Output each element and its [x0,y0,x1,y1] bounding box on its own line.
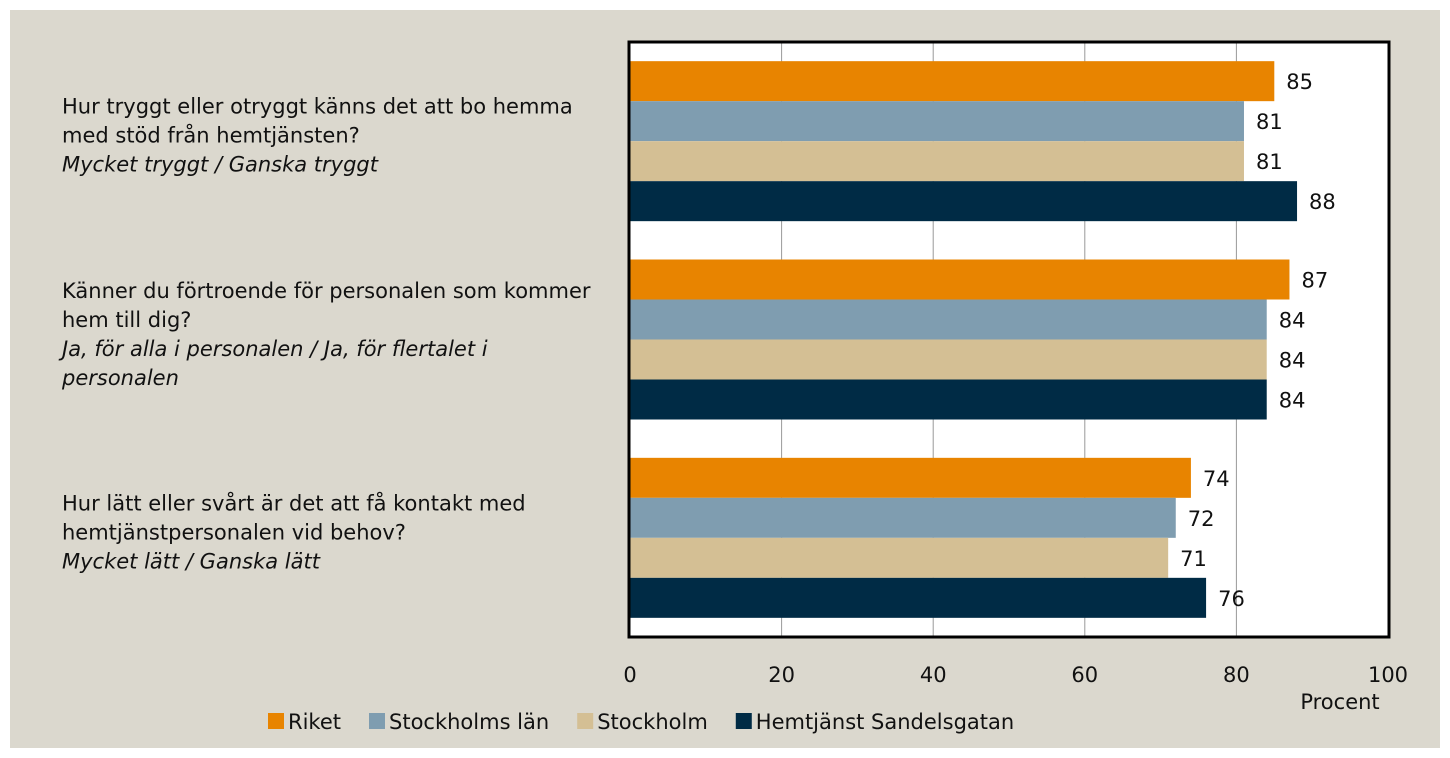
value-label: 81 [1256,150,1283,174]
value-label: 84 [1279,389,1306,413]
bar [630,497,1176,538]
x-tick-label: 80 [1223,663,1250,687]
bar [630,181,1298,222]
legend-swatch [735,713,752,729]
value-label: 76 [1218,587,1245,611]
legend-swatch [369,713,385,729]
legend-swatch [268,713,284,729]
value-label: 85 [1286,70,1313,94]
value-label: 71 [1180,547,1207,571]
legend-swatch [577,713,594,729]
bar [630,101,1244,142]
value-label: 74 [1203,467,1230,491]
x-axis-label: Procent [1300,690,1379,714]
legend-label: Stockholm [597,710,708,734]
question: Känner du förtroende för personalen som … [62,278,591,332]
answer-note: Ja, för alla i personalen / Ja, för fler… [62,336,488,390]
value-label: 72 [1188,507,1215,531]
question: Hur lätt eller svårt är det att få konta… [62,491,526,545]
category-label: Hur lätt eller svårt är det att få konta… [62,489,602,576]
bar [630,141,1244,182]
value-label: 88 [1309,190,1336,214]
x-tick-label: 40 [920,663,947,687]
bar [630,537,1169,578]
bar [630,457,1191,498]
value-label: 87 [1301,269,1328,293]
bar [630,379,1267,420]
x-tick-label: 60 [1071,663,1098,687]
legend-label: Stockholms län [389,710,549,734]
bar [630,61,1275,102]
bar [630,339,1267,380]
legend-label: Riket [288,710,341,734]
answer-note: Mycket tryggt / Ganska tryggt [62,152,378,177]
bar [630,259,1290,300]
legend-label: Hemtjänst Sandelsgatan [756,710,1014,734]
value-label: 84 [1279,309,1306,333]
x-tick-label: 20 [768,663,795,687]
bar [630,577,1207,618]
category-label: Hur tryggt eller otryggt känns det att b… [62,93,602,180]
bar [630,299,1267,340]
value-label: 81 [1256,110,1283,134]
question: Hur tryggt eller otryggt känns det att b… [62,94,573,148]
x-tick-label: 100 [1368,663,1408,687]
x-tick-label: 0 [623,663,636,687]
category-label: Känner du förtroende för personalen som … [62,277,602,393]
plot-border [627,40,1391,639]
answer-note: Mycket lätt / Ganska lätt [62,549,320,574]
value-label: 84 [1279,349,1306,373]
